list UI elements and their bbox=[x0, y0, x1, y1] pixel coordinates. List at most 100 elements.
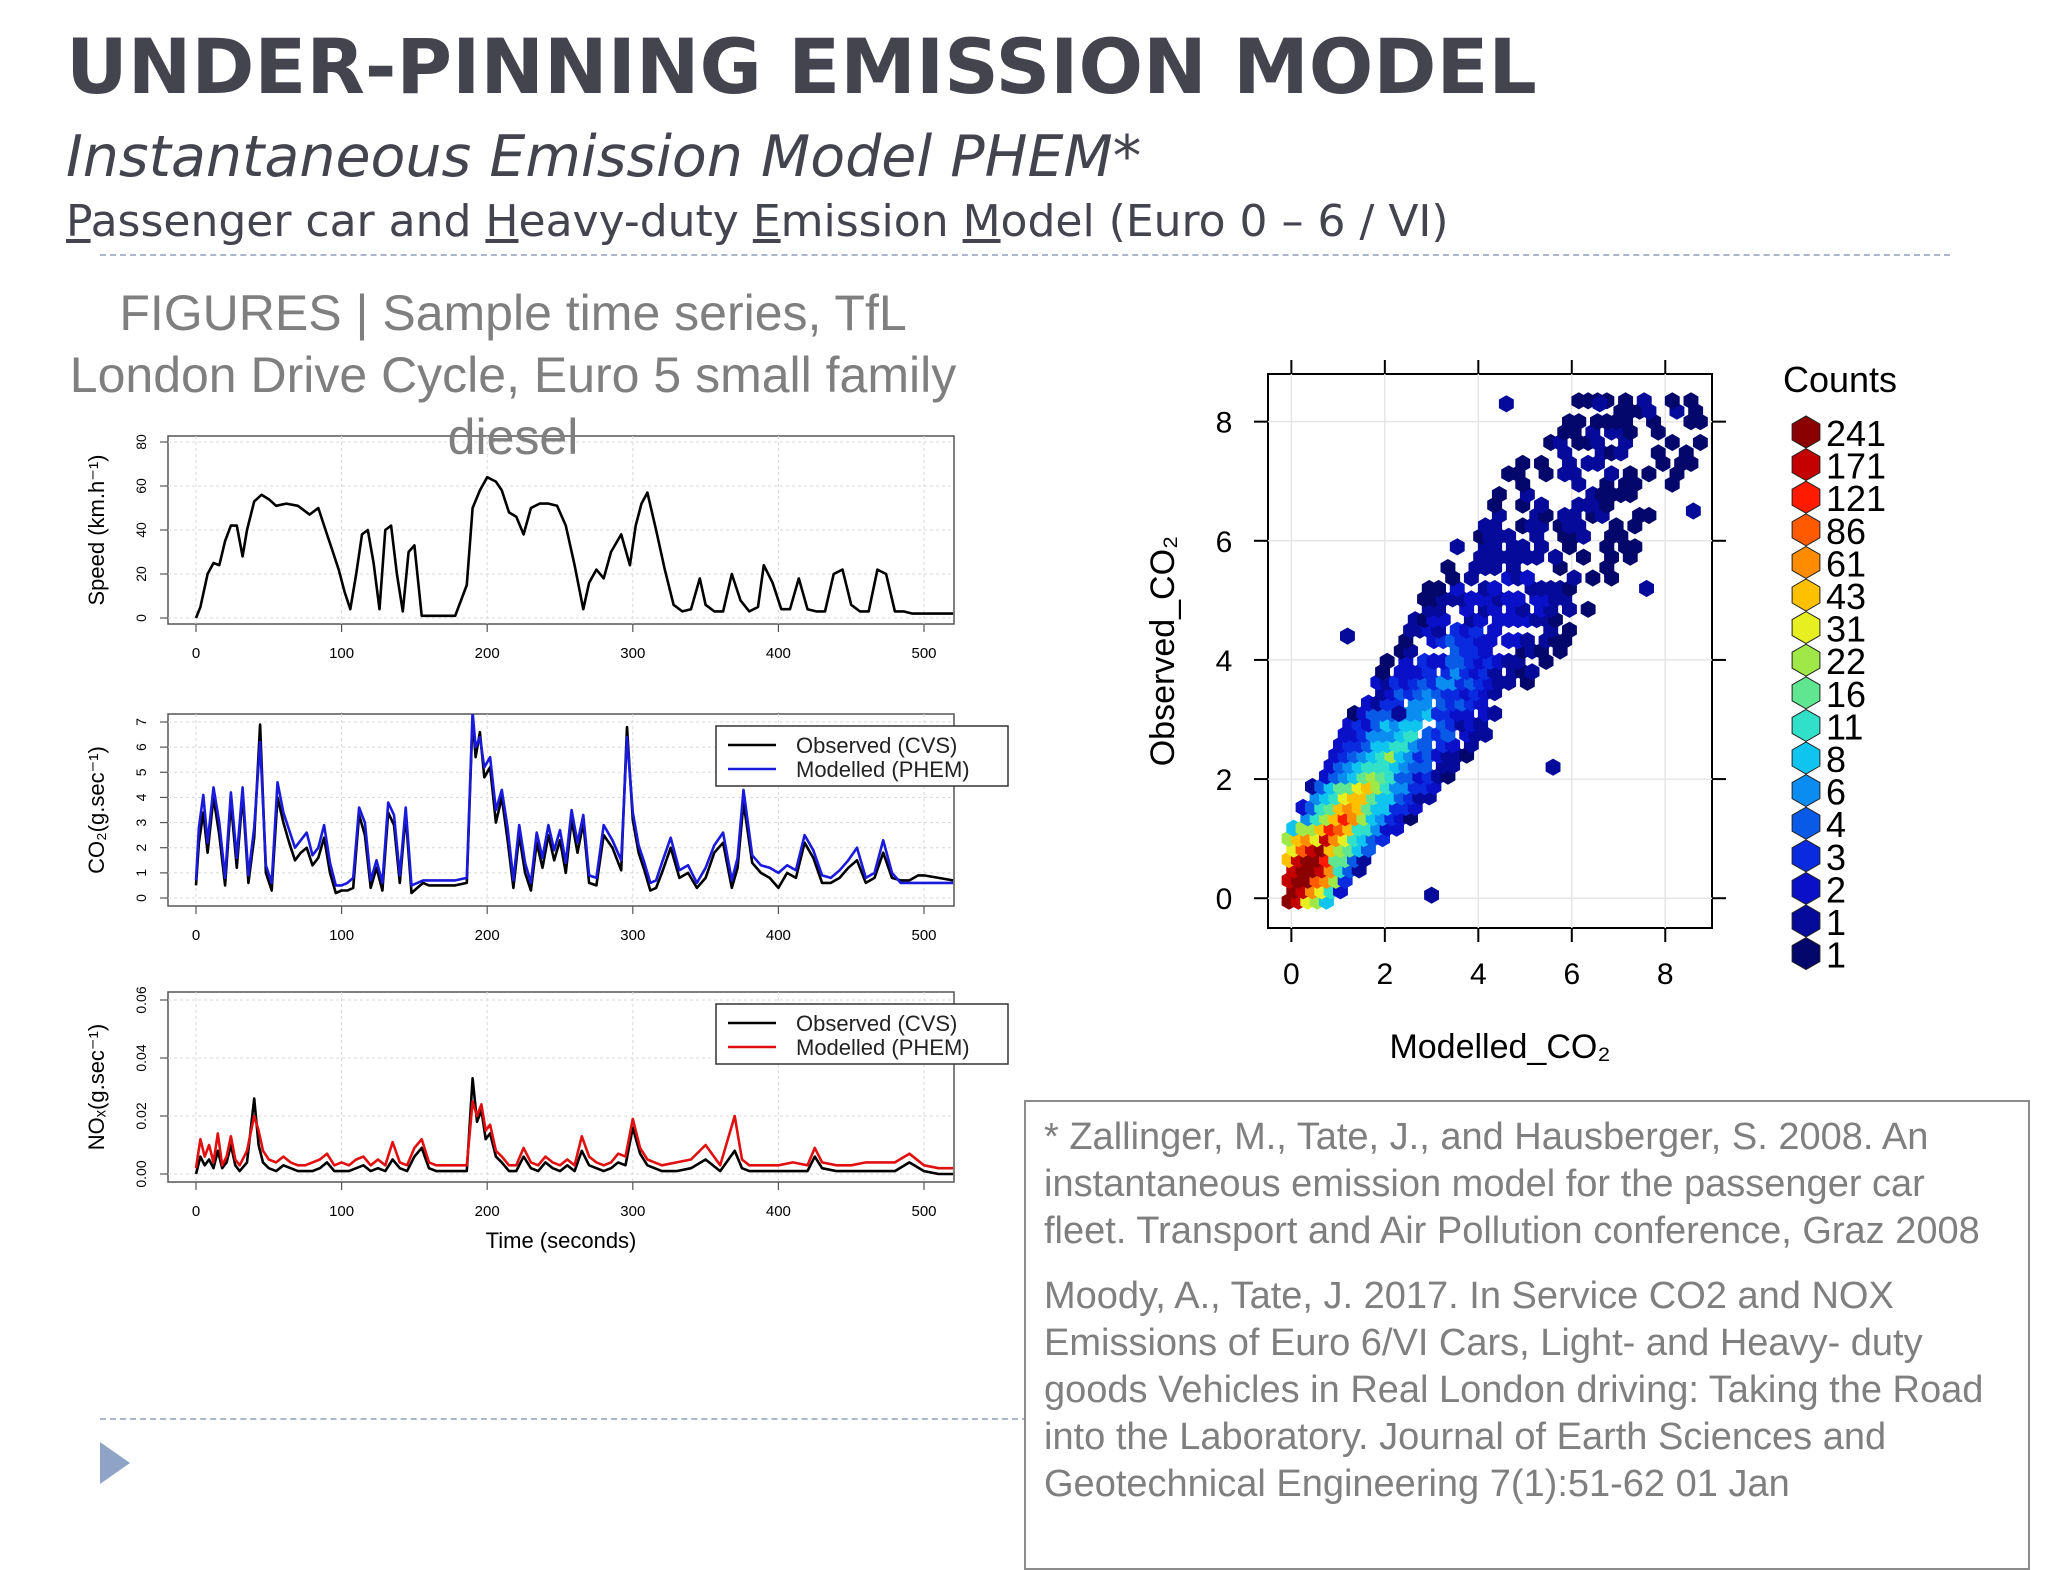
co2-y-tick-label: 4 bbox=[133, 793, 149, 801]
co2-x-tick-label: 400 bbox=[766, 927, 791, 944]
hexbin-legend-label: 121 bbox=[1826, 478, 1886, 519]
nox-legend-label: Modelled (PHEM) bbox=[796, 1035, 970, 1060]
reference-zallinger: * Zallinger, M., Tate, J., and Hausberge… bbox=[1044, 1116, 1980, 1252]
hexbin-cell-outlier bbox=[1340, 627, 1355, 645]
nox-series-group bbox=[194, 1077, 954, 1176]
speed-series-observed-line bbox=[194, 475, 954, 619]
hexbin-cell bbox=[1571, 413, 1587, 431]
hexbin-legend-swatch bbox=[1791, 937, 1821, 971]
speed-x-tick-label: 400 bbox=[766, 645, 791, 662]
nox-x-tick-label: 400 bbox=[766, 1203, 791, 1220]
hexbin-y-axis-label: Observed_CO₂ bbox=[1144, 536, 1182, 767]
co2-y-axis-label: CO₂(g.sec⁻¹) bbox=[84, 746, 109, 874]
figure-caption: FIGURES | Sample time series, TfL London… bbox=[69, 285, 957, 465]
co2-x-tick-label: 100 bbox=[329, 927, 354, 944]
hexbin-legend-label: 43 bbox=[1826, 576, 1866, 617]
subtitle2-part-7: odel (Euro 0 – 6 / VI) bbox=[1000, 196, 1449, 247]
hexbin-cell bbox=[1487, 579, 1503, 598]
speed-series-group bbox=[194, 475, 954, 619]
hexbin-cell bbox=[1678, 444, 1694, 462]
co2-series-group bbox=[194, 714, 954, 895]
hexbin-legend-title: Counts bbox=[1783, 359, 1897, 400]
co2-legend-label: Modelled (PHEM) bbox=[796, 757, 970, 782]
hexbin-cell bbox=[1562, 621, 1577, 639]
hexbin-legend-swatch bbox=[1791, 806, 1821, 840]
hexbin-legend-swatch bbox=[1791, 839, 1821, 873]
hexbin-y-tick-label: 2 bbox=[1216, 764, 1233, 797]
nox-legend-box bbox=[715, 1003, 1009, 1065]
nox-x-tick-label: 300 bbox=[620, 1203, 645, 1220]
co2-y-tick-label: 3 bbox=[133, 818, 149, 826]
nox-series-modelled-line bbox=[194, 1100, 954, 1170]
hexbin-legend-swatch bbox=[1791, 676, 1821, 710]
nox-y-tick-label: 0.00 bbox=[133, 1160, 149, 1187]
co2-y-tick-label: 6 bbox=[133, 743, 149, 751]
hexbin-cell bbox=[1618, 392, 1633, 410]
subtitle2-part-1: assenger car and bbox=[90, 196, 486, 247]
hexbin-legend-label: 171 bbox=[1826, 446, 1886, 487]
hexbin-cell bbox=[1449, 538, 1465, 556]
speed-x-tick-label: 300 bbox=[620, 645, 645, 662]
subtitle2-part-5: mission bbox=[780, 196, 963, 247]
hexbin-legend-swatch bbox=[1791, 578, 1821, 612]
speed-y-tick-label: 20 bbox=[133, 566, 149, 582]
hexbin-cell bbox=[1692, 433, 1708, 452]
hexbin-cell-outlier bbox=[1498, 395, 1514, 413]
slide-subtitle: Instantaneous Emission Model PHEM* bbox=[66, 124, 1142, 190]
speed-y-tick-label: 40 bbox=[133, 522, 149, 538]
reference-moody: Moody, A., Tate, J. 2017. In Service CO2… bbox=[1044, 1275, 1984, 1505]
hexbin-legend-swatch bbox=[1791, 904, 1821, 938]
nox-y-tick-label: 0.02 bbox=[133, 1102, 149, 1129]
hexbin-cell bbox=[1683, 392, 1699, 410]
hexbin-cell bbox=[1491, 486, 1507, 504]
co2-y-tick-label: 2 bbox=[133, 844, 149, 852]
speed-y-axis-label: Speed (km.h⁻¹) bbox=[84, 455, 109, 606]
subtitle2-part-3: eavy-duty bbox=[518, 196, 753, 247]
hexbin-cell bbox=[1636, 392, 1652, 410]
hexbin-legend-swatch bbox=[1791, 741, 1821, 775]
hexbin-cell bbox=[1519, 632, 1535, 650]
hexbin-legend-label: 31 bbox=[1826, 609, 1866, 650]
hexbin-x-tick-label: 4 bbox=[1470, 958, 1487, 991]
top-divider bbox=[100, 254, 1950, 256]
slide-subtitle-model-name: Passenger car and Heavy-duty Emission Mo… bbox=[66, 196, 1449, 247]
hexbin-cell bbox=[1501, 527, 1517, 545]
hexbin-legend-label: 1 bbox=[1826, 935, 1846, 976]
nox-y-tick-label: 0.04 bbox=[133, 1044, 149, 1071]
hexbin-cell bbox=[1627, 538, 1643, 556]
play-arrow-icon[interactable] bbox=[100, 1442, 130, 1484]
speed-y-tick-label: 0 bbox=[133, 614, 149, 622]
hexbin-legend-swatch bbox=[1791, 774, 1821, 808]
nox-x-tick-label: 200 bbox=[475, 1203, 500, 1220]
hexbin-cell bbox=[1608, 517, 1624, 535]
hexbin-y-tick-label: 8 bbox=[1216, 407, 1233, 440]
co2-y-tick-label: 7 bbox=[133, 718, 149, 726]
hexbin-legend-swatch bbox=[1791, 415, 1821, 449]
co2-legend-label: Observed (CVS) bbox=[796, 733, 957, 758]
hexbin-legend-label: 22 bbox=[1826, 641, 1866, 682]
hexbin-cell bbox=[1641, 465, 1657, 483]
hexbin-legend-label: 2 bbox=[1826, 869, 1846, 910]
co2-x-tick-label: 300 bbox=[620, 927, 645, 944]
speed-x-tick-label: 200 bbox=[475, 645, 500, 662]
hexbin-legend-swatch bbox=[1791, 448, 1821, 482]
speed-x-tick-label: 0 bbox=[192, 645, 200, 662]
speed-y-tick-label: 80 bbox=[133, 434, 149, 450]
initial-m: M bbox=[962, 196, 1001, 247]
hexbin-cell bbox=[1580, 600, 1596, 618]
nox-y-tick-label: 0.06 bbox=[133, 986, 149, 1013]
hexbin-cell bbox=[1585, 569, 1601, 587]
hexbin-cell bbox=[1534, 454, 1549, 472]
co2-series-observed-line bbox=[194, 715, 954, 895]
hexbin-cell bbox=[1515, 454, 1531, 472]
hexbin-x-tick-label: 0 bbox=[1283, 958, 1300, 991]
hexbin-cell bbox=[1515, 538, 1531, 556]
nox-x-axis-label: Time (seconds) bbox=[486, 1228, 637, 1253]
hexbin-cell bbox=[1650, 444, 1666, 462]
speed-x-tick-label: 500 bbox=[911, 645, 936, 662]
hexbin-legend-swatch bbox=[1791, 545, 1821, 579]
nox-series-observed-line bbox=[194, 1077, 954, 1176]
hexbin-cell bbox=[1519, 569, 1535, 587]
hexbin-cell-outlier bbox=[1545, 758, 1561, 776]
references-box: * Zallinger, M., Tate, J., and Hausberge… bbox=[1024, 1100, 2030, 1570]
